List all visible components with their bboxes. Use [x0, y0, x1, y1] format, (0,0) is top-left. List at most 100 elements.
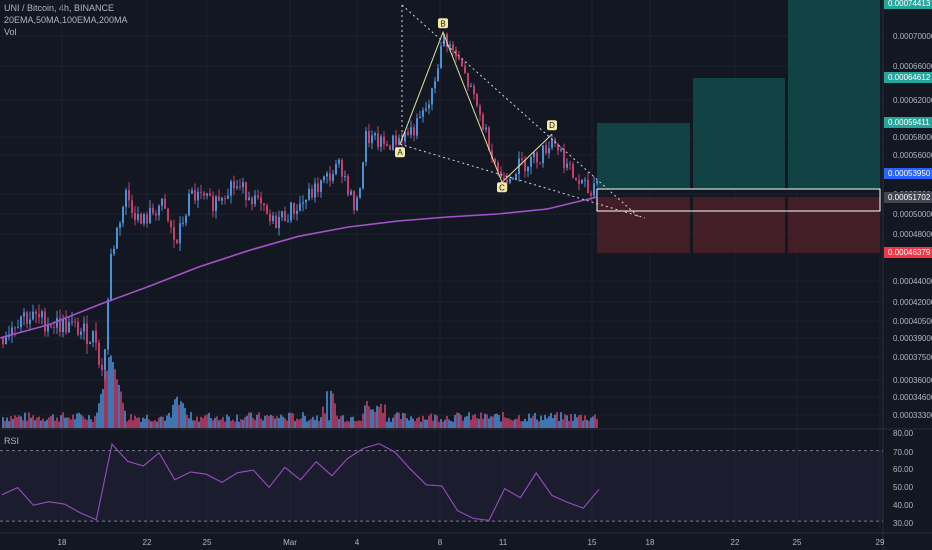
volume-bar	[488, 418, 490, 428]
volume-bar	[248, 412, 250, 428]
time-axis-label: 11	[499, 538, 508, 547]
candle-up	[215, 196, 217, 211]
volume-bar	[342, 415, 344, 428]
volume-bar	[134, 415, 136, 428]
volume-bar	[142, 417, 144, 428]
candle-down	[347, 176, 349, 196]
candle-down	[383, 136, 385, 145]
candle-up	[362, 162, 364, 189]
candle-up	[272, 215, 274, 222]
candle-down	[275, 215, 277, 229]
candle-up	[350, 191, 352, 196]
candle-up	[425, 108, 427, 111]
volume-bar	[550, 412, 552, 428]
price-axis-label: 0.00048000	[893, 230, 932, 239]
price-axis-label: 0.00036000	[893, 376, 932, 385]
volume-bar	[426, 419, 428, 428]
volume-bar	[502, 412, 504, 428]
candle-up	[299, 203, 301, 211]
candle-up	[392, 135, 394, 150]
volume-bar	[176, 396, 178, 428]
volume-bar	[416, 418, 418, 428]
volume-bar	[226, 414, 228, 428]
volume-bar	[588, 420, 590, 428]
volume-bar	[390, 421, 392, 428]
volume-bar	[114, 369, 116, 428]
volume-bar	[470, 419, 472, 428]
candle-down	[293, 202, 295, 214]
volume-bar	[362, 413, 364, 428]
volume-bar	[36, 417, 38, 428]
volume-bar	[236, 414, 238, 428]
candle-down	[575, 177, 577, 181]
candle-down	[587, 179, 589, 194]
candle-down	[377, 133, 379, 147]
candle-up	[305, 199, 307, 203]
volume-bar	[198, 421, 200, 428]
volume-bar	[304, 415, 306, 428]
volume-bar	[140, 421, 142, 428]
candle-up	[449, 44, 451, 47]
candle-up	[290, 202, 292, 221]
volume-bar	[578, 415, 580, 428]
candle-down	[452, 44, 454, 50]
volume-bar	[128, 419, 130, 428]
candle-down	[590, 193, 592, 196]
volume-bar	[282, 416, 284, 428]
volume-bar	[12, 419, 14, 428]
candle-up	[296, 210, 298, 214]
volume-bar	[50, 415, 52, 428]
volume-bar	[82, 416, 84, 428]
candle-up	[110, 253, 112, 300]
volume-bar	[478, 418, 480, 428]
candle-down	[578, 180, 580, 184]
volume-bar	[264, 415, 266, 428]
candle-up	[47, 325, 49, 332]
candle-down	[503, 177, 505, 180]
candle-down	[233, 181, 235, 189]
candle-up	[548, 148, 550, 154]
volume-bar	[372, 409, 374, 428]
candle-up	[335, 163, 337, 175]
candle-up	[320, 180, 322, 192]
rsi-line	[1, 443, 600, 521]
volume-bar	[276, 416, 278, 428]
volume-bar	[186, 414, 188, 428]
volume-bar	[38, 416, 40, 428]
volume-bar	[534, 412, 536, 428]
volume-bar	[544, 414, 546, 428]
candle-down	[329, 173, 331, 181]
candle-down	[44, 311, 46, 332]
volume-bar	[106, 370, 108, 428]
volume-bar	[538, 421, 540, 428]
price-tag-bg	[884, 72, 932, 83]
volume-bar	[316, 415, 318, 428]
candle-down	[260, 197, 262, 204]
candle-up	[323, 176, 325, 181]
volume-bar	[450, 421, 452, 428]
candle-up	[281, 211, 283, 218]
volume-bar	[280, 414, 282, 428]
volume-bar	[420, 421, 422, 428]
candle-down	[140, 213, 142, 224]
volume-bar	[436, 415, 438, 428]
candle-down	[218, 196, 220, 201]
candle-up	[122, 207, 124, 224]
volume-bar	[562, 419, 564, 428]
volume-bar	[584, 415, 586, 428]
candle-down	[200, 191, 202, 193]
candle-down	[368, 131, 370, 144]
volume-bar	[348, 421, 350, 428]
profit-zone	[597, 123, 690, 189]
volume-bar	[216, 416, 218, 428]
pattern-point-badge	[547, 120, 557, 131]
candle-down	[53, 327, 55, 329]
candle-down	[95, 330, 97, 343]
candle-down	[506, 179, 508, 183]
candle-down	[269, 213, 271, 222]
volume-bar	[368, 406, 370, 428]
candle-down	[77, 321, 79, 335]
volume-bar	[66, 417, 68, 428]
volume-bar	[118, 384, 120, 428]
